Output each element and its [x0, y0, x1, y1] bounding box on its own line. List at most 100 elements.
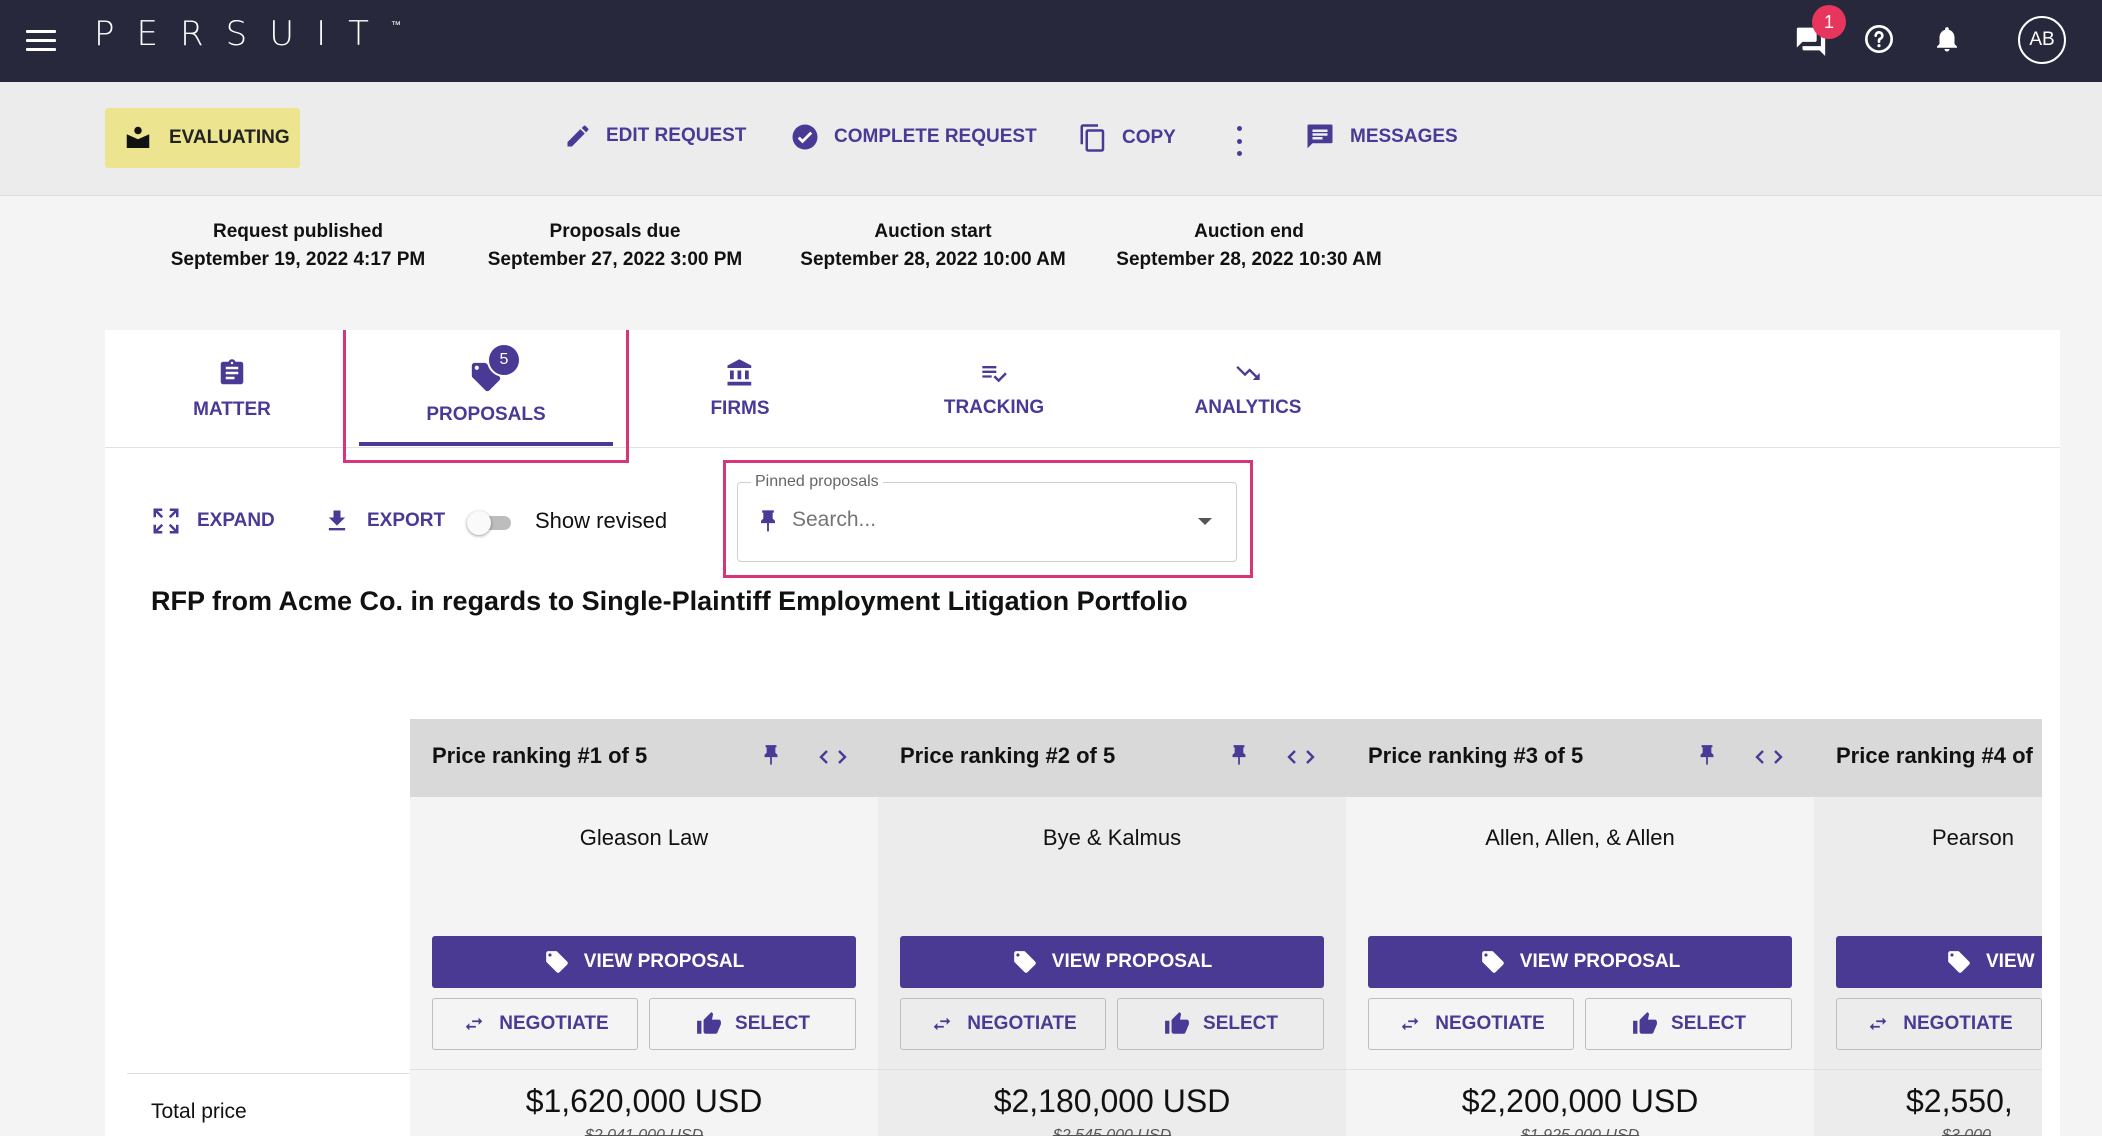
- edit-request-label: EDIT REQUEST: [606, 125, 747, 146]
- swap-icon: [1402, 1017, 1419, 1031]
- tag-icon: [1481, 951, 1504, 973]
- more-options-icon[interactable]: [1234, 126, 1244, 156]
- total-price-label: Total price: [151, 1100, 247, 1123]
- trending-down-icon: [1236, 366, 1260, 380]
- dropdown-arrow-icon[interactable]: [1198, 518, 1212, 525]
- request-tabs: MATTER PROPOSALS 5 FIRMS TRACKING ANALYT…: [105, 330, 2060, 448]
- proposal-column: Price ranking #3 of 5 Allen, Allen, & Al…: [1346, 719, 1814, 1136]
- edit-request-button[interactable]: EDIT REQUEST: [564, 122, 746, 150]
- negotiate-button[interactable]: NEGOTIATE: [432, 998, 638, 1050]
- total-price-value: $2,550,: [1906, 1083, 2013, 1119]
- select-button[interactable]: SELECT: [649, 998, 856, 1050]
- original-price-value: $2,041,000 USD: [584, 1127, 704, 1136]
- top-app-bar: PERSUIT™ 1 AB: [0, 0, 2102, 82]
- expand-icon: [153, 508, 179, 534]
- select-label: SELECT: [735, 1013, 810, 1034]
- date-auction-start: Auction start September 28, 2022 10:00 A…: [778, 218, 1088, 274]
- view-proposal-button[interactable]: VIEW PROPOSAL: [432, 936, 856, 988]
- select-label: SELECT: [1203, 1013, 1278, 1034]
- select-button[interactable]: SELECT: [1585, 998, 1792, 1050]
- date-proposals-due: Proposals due September 27, 2022 3:00 PM: [475, 218, 755, 274]
- export-button[interactable]: EXPORT: [323, 506, 445, 536]
- tab-proposals[interactable]: PROPOSALS: [359, 330, 613, 448]
- tab-label: TRACKING: [943, 397, 1045, 418]
- price-ranking-title: Price ranking #2 of 5: [900, 743, 1116, 768]
- swap-icon: [1870, 1017, 1887, 1031]
- copy-button[interactable]: COPY: [1078, 122, 1176, 154]
- pinned-proposals-search-input[interactable]: [792, 508, 1172, 532]
- date-value: September 28, 2022 10:30 AM: [1116, 249, 1382, 270]
- messages-button[interactable]: MESSAGES: [1304, 122, 1458, 152]
- negotiate-button[interactable]: NEGOTIATE: [900, 998, 1106, 1050]
- proposal-column: Price ranking #4 of Pearson VIEW NEGOTIA…: [1814, 719, 2042, 1136]
- select-button[interactable]: SELECT: [1117, 998, 1324, 1050]
- total-price-value: $2,180,000 USD: [993, 1083, 1231, 1119]
- thumbs-up-icon: [697, 1012, 721, 1034]
- tag-heart-icon: [471, 362, 501, 392]
- tab-label: MATTER: [193, 399, 271, 420]
- proposals-count-badge: 5: [487, 343, 521, 377]
- complete-request-button[interactable]: COMPLETE REQUEST: [790, 122, 1037, 152]
- swap-icon: [466, 1017, 483, 1031]
- check-circle-icon: [792, 124, 818, 150]
- tab-firms[interactable]: FIRMS: [613, 330, 867, 448]
- firm-name: Pearson: [1932, 825, 2014, 850]
- swap-icon: [934, 1017, 951, 1031]
- view-proposal-button[interactable]: VIEW PROPOSAL: [900, 936, 1324, 988]
- active-tab-indicator: [359, 442, 613, 446]
- date-value: September 19, 2022 4:17 PM: [170, 249, 426, 270]
- view-proposal-button[interactable]: VIEW PROPOSAL: [1368, 936, 1792, 988]
- date-value: September 28, 2022 10:00 AM: [800, 249, 1066, 270]
- chat-notification-badge: 1: [1812, 5, 1846, 39]
- proposal-column-header: Price ranking #3 of 5: [1346, 719, 1814, 797]
- expand-label: EXPAND: [197, 510, 275, 531]
- show-revised-label: Show revised: [535, 508, 668, 533]
- checklist-icon: [982, 366, 1007, 383]
- pin-icon[interactable]: [1694, 741, 1720, 771]
- negotiate-button[interactable]: NEGOTIATE: [1836, 998, 2042, 1050]
- pencil-icon: [567, 125, 589, 147]
- evaluating-icon: [126, 126, 150, 148]
- expand-button[interactable]: EXPAND: [151, 506, 275, 536]
- price-ranking-title: Price ranking #4 of: [1836, 743, 2033, 768]
- thumbs-up-icon: [1165, 1012, 1189, 1034]
- original-price-value: $2,545,000 USD: [1052, 1127, 1172, 1136]
- date-auction-end: Auction end September 28, 2022 10:30 AM: [1094, 218, 1404, 274]
- persuit-logo[interactable]: PERSUIT™: [94, 14, 401, 54]
- negotiate-button[interactable]: NEGOTIATE: [1368, 998, 1574, 1050]
- view-proposal-label: VIEW: [1986, 951, 2035, 972]
- tag-icon: [1948, 951, 1970, 973]
- proposal-comparison-table: Price ranking #1 of 5 Gleason Law VIEW P…: [410, 719, 2042, 1136]
- pin-icon[interactable]: [1226, 741, 1252, 771]
- original-price-value: $1,925,000 USD: [1520, 1127, 1640, 1136]
- show-revised-toggle[interactable]: [467, 510, 517, 535]
- original-price-value: $3,000: [1942, 1127, 1991, 1136]
- chat-icon[interactable]: [1792, 20, 1830, 58]
- status-chip: EVALUATING: [105, 108, 300, 168]
- negotiate-label: NEGOTIATE: [499, 1013, 609, 1034]
- reorder-arrows-icon[interactable]: [1754, 747, 1784, 767]
- price-ranking-title: Price ranking #1 of 5: [432, 743, 648, 768]
- menu-icon[interactable]: [26, 26, 56, 52]
- row-label-cell: [127, 1073, 410, 1136]
- help-icon[interactable]: [1860, 20, 1898, 58]
- pin-icon: [761, 510, 775, 532]
- notifications-bell-icon[interactable]: [1928, 20, 1966, 58]
- date-label: Auction start: [874, 221, 992, 242]
- request-action-bar: EVALUATING EDIT REQUEST COMPLETE REQUEST…: [0, 82, 2102, 196]
- reorder-arrows-icon[interactable]: [1286, 747, 1316, 767]
- view-proposal-label: VIEW PROPOSAL: [1519, 951, 1681, 972]
- pin-icon[interactable]: [758, 741, 784, 771]
- pinned-proposals-label: Pinned proposals: [751, 473, 883, 491]
- reorder-arrows-icon[interactable]: [818, 747, 848, 767]
- main-panel: MATTER PROPOSALS 5 FIRMS TRACKING ANALYT…: [105, 330, 2060, 1136]
- user-avatar[interactable]: AB: [2018, 16, 2066, 64]
- export-label: EXPORT: [367, 510, 446, 531]
- tab-label: PROPOSALS: [426, 404, 546, 425]
- tab-analytics[interactable]: ANALYTICS: [1121, 330, 1375, 448]
- tab-matter[interactable]: MATTER: [105, 330, 359, 448]
- pinned-proposals-select[interactable]: [737, 482, 1237, 562]
- copy-label: COPY: [1122, 127, 1176, 148]
- view-proposal-button[interactable]: VIEW: [1836, 936, 2042, 988]
- tab-tracking[interactable]: TRACKING: [867, 330, 1121, 448]
